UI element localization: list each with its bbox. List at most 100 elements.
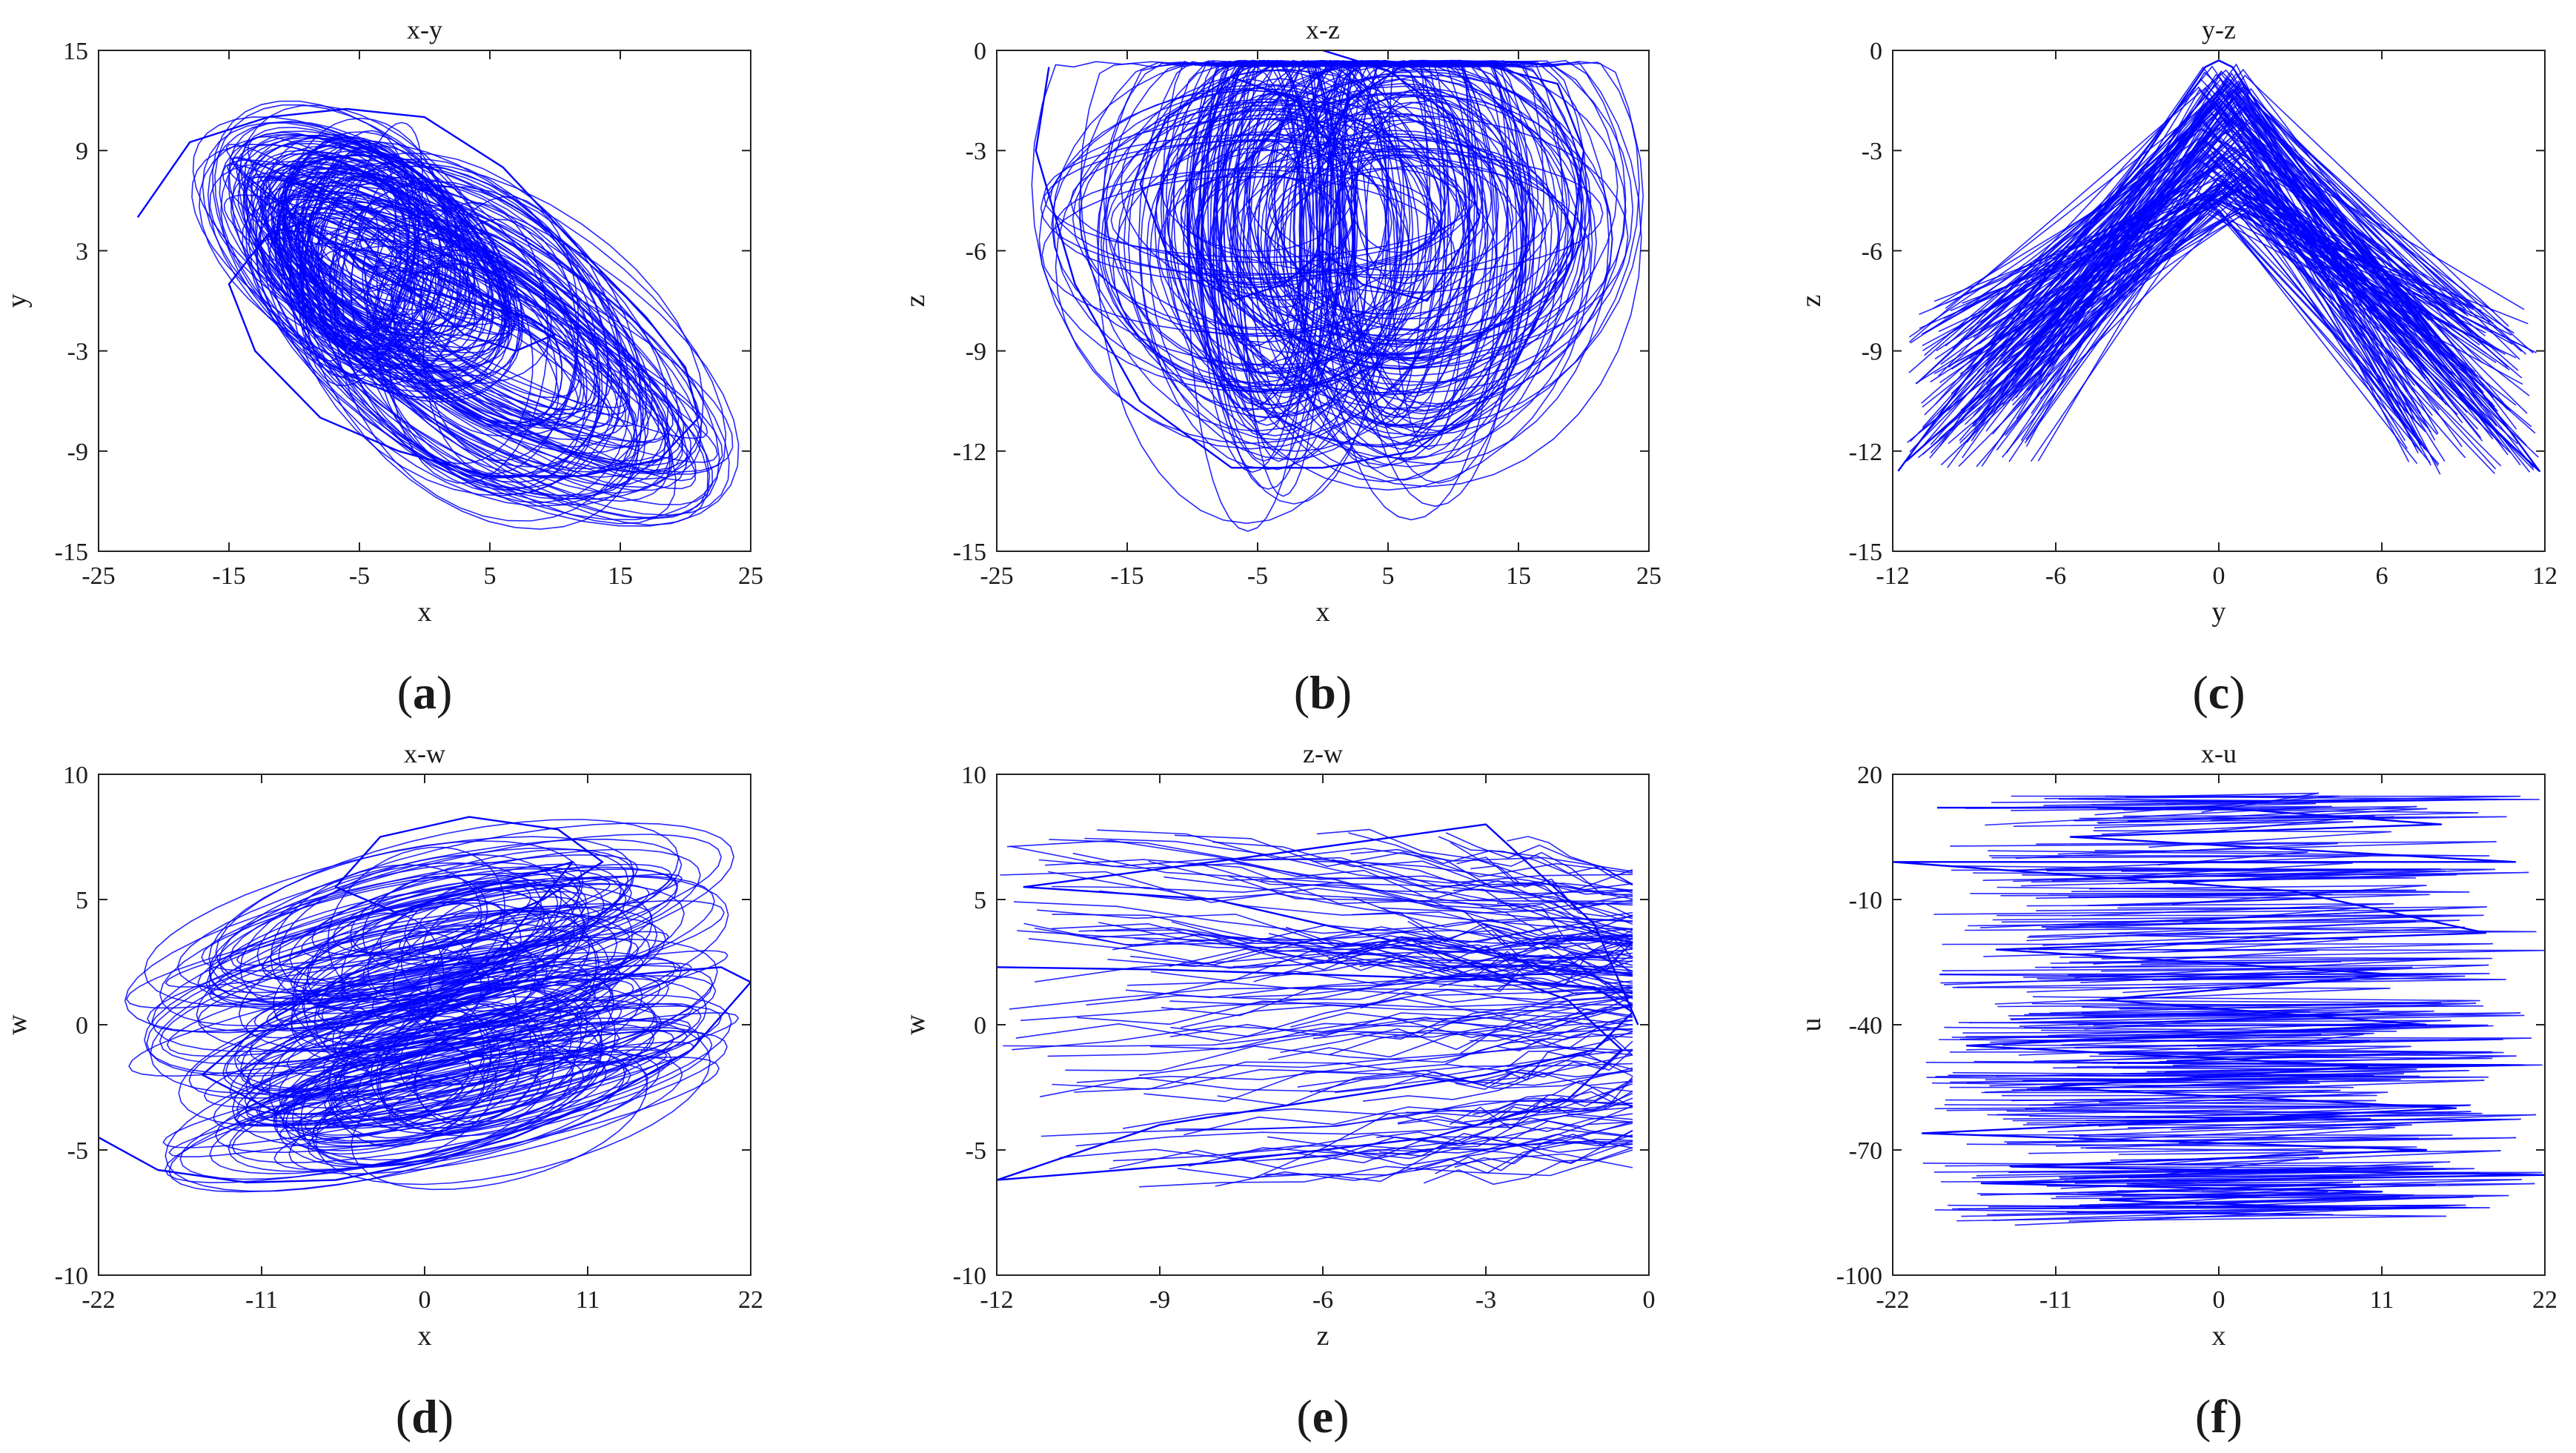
trajectory-texture-a bbox=[220, 134, 524, 400]
trajectory-texture-a bbox=[402, 259, 563, 425]
trajectory-texture-d bbox=[253, 944, 589, 1031]
trajectory-texture-e bbox=[1017, 930, 1633, 968]
panel-letter-d: (d) bbox=[396, 1390, 454, 1443]
trajectory-texture-f bbox=[1958, 1022, 2489, 1040]
trajectory-texture-c bbox=[1934, 175, 2495, 474]
panel-f: -22 -11 0 11 22 -100 -70 -40 -10 20 x-u x u (f) bbox=[1796, 739, 2557, 1443]
x-tick-label: 12 bbox=[2532, 562, 2557, 590]
trajectory-texture-e bbox=[1267, 1112, 1633, 1146]
trajectory-texture-d bbox=[302, 906, 658, 1035]
trajectory-texture-a bbox=[363, 284, 613, 429]
trajectory-texture-a bbox=[259, 154, 727, 521]
trajectory-texture-f bbox=[2068, 974, 2442, 981]
trajectory-texture-a bbox=[328, 239, 636, 473]
x-tick-label: -11 bbox=[2039, 1286, 2072, 1314]
y-axis-label-c: z bbox=[1796, 295, 1827, 307]
trajectory-texture-a bbox=[212, 100, 503, 398]
trajectory-texture-f bbox=[2125, 934, 2359, 953]
y-tick-label: -9 bbox=[966, 339, 986, 366]
panel-letter-value: b bbox=[1309, 666, 1336, 719]
trajectory-texture-f bbox=[2022, 1124, 2412, 1142]
trajectory-texture-c bbox=[1916, 80, 2441, 475]
panel-e: -12 -9 -6 -3 0 -10 -5 0 5 10 z-w z w (e) bbox=[900, 739, 1656, 1443]
y-tick-label: -10 bbox=[55, 1263, 88, 1290]
y-tick-label: -15 bbox=[1849, 539, 1882, 566]
x-axis-label-a: x bbox=[418, 596, 432, 628]
panel-d: -22 -11 0 11 22 -10 -5 0 5 10 x-w x w (d) bbox=[1, 739, 763, 1443]
trajectory-texture-a bbox=[390, 271, 560, 426]
trajectory-texture-d bbox=[323, 957, 683, 1056]
x-tick-label: -15 bbox=[212, 562, 245, 590]
trajectory-texture-b bbox=[1283, 59, 1487, 467]
trajectory-texture-d bbox=[208, 840, 584, 1000]
trajectory-texture-c bbox=[1996, 71, 2466, 409]
trajectory-texture-d bbox=[279, 994, 732, 1142]
trajectory-texture-f bbox=[2077, 798, 2316, 809]
trajectory-texture-d bbox=[288, 1054, 683, 1175]
trajectory-texture-d bbox=[428, 913, 591, 1012]
trajectory-texture-e bbox=[1037, 909, 1633, 965]
trajectory-texture-e bbox=[1097, 829, 1633, 872]
trajectory-texture-e bbox=[1464, 929, 1633, 985]
panel-b: -25 -15 -5 5 15 25-15-12-9-6-30x-zxz(b) bbox=[900, 15, 1662, 719]
x-tick-label: -9 bbox=[1149, 1286, 1170, 1314]
trajectory-texture-e bbox=[1170, 998, 1633, 1037]
trajectory-texture-b bbox=[1242, 95, 1613, 384]
trajectory-texture-c bbox=[1948, 193, 2497, 445]
panel-c: -12 -6 0 6 12-15-12-9-6-30y-zyz(c) bbox=[1796, 15, 2557, 719]
trajectory-texture-f bbox=[2074, 1181, 2354, 1195]
x-tick-label: 0 bbox=[419, 1286, 431, 1314]
x-tick-label: 15 bbox=[1506, 562, 1531, 590]
trajectory-texture-d bbox=[312, 1046, 672, 1143]
y-tick-label: -3 bbox=[1862, 138, 1882, 165]
trajectory-texture-c bbox=[2039, 207, 2415, 433]
panel-letter-f: (f) bbox=[2195, 1390, 2243, 1443]
trajectory-texture-f bbox=[2041, 1029, 2374, 1046]
trajectory-texture-f bbox=[2093, 830, 2392, 848]
x-tick-label: -12 bbox=[980, 1286, 1013, 1314]
panel-letter-e: (e) bbox=[1296, 1390, 1349, 1443]
trajectory-texture-e bbox=[1127, 945, 1633, 986]
x-tick-label: 11 bbox=[2370, 1286, 2394, 1314]
trajectory-texture-e bbox=[1188, 1137, 1633, 1167]
axes-box-b bbox=[996, 50, 1650, 552]
series-line-a bbox=[136, 107, 700, 477]
trajectory-texture-a bbox=[271, 167, 711, 526]
trajectory-texture-b bbox=[1172, 107, 1359, 281]
trajectory-texture-f bbox=[1988, 850, 2490, 857]
trajectory-texture-d bbox=[256, 847, 629, 987]
trajectory-texture-a bbox=[282, 161, 704, 500]
trajectory-texture-e bbox=[1297, 1069, 1633, 1088]
trajectory-texture-e bbox=[1143, 1063, 1633, 1103]
trajectory-texture-e bbox=[1077, 989, 1633, 1025]
x-tick-label: 11 bbox=[576, 1286, 600, 1314]
x-tick-label: -6 bbox=[1312, 1286, 1333, 1314]
trajectory-texture-a bbox=[317, 227, 612, 416]
trajectory-texture-d bbox=[339, 955, 677, 1050]
y-tick-label: -3 bbox=[67, 339, 88, 366]
trajectory-texture-e bbox=[1455, 1040, 1633, 1091]
x-tick-label: 15 bbox=[608, 562, 633, 590]
trajectory-texture-b bbox=[1334, 102, 1489, 365]
trajectory-texture-f bbox=[2058, 798, 2377, 805]
trajectory-texture-b bbox=[1055, 90, 1447, 445]
trajectory-texture-f bbox=[2085, 1147, 2323, 1166]
trajectory-texture-c bbox=[2008, 119, 2422, 462]
series-line-c bbox=[1897, 59, 2540, 472]
trajectory-texture-b bbox=[1266, 147, 1575, 341]
trajectory-texture-a bbox=[242, 199, 708, 519]
trajectory-texture-e bbox=[1492, 1049, 1633, 1088]
trajectory-texture-e bbox=[1312, 1005, 1633, 1040]
trajectory-texture-d bbox=[258, 1005, 722, 1125]
y-tick-label: 10 bbox=[63, 762, 88, 789]
trajectory-texture-b bbox=[1267, 139, 1555, 273]
y-tick-label: -9 bbox=[1862, 339, 1882, 366]
trajectory-texture-f bbox=[2122, 815, 2376, 832]
trajectory-texture-f bbox=[2041, 926, 2537, 935]
trajectory-texture-e bbox=[1048, 871, 1633, 930]
trajectory-texture-f bbox=[1935, 1073, 2404, 1083]
y-axis-label-f: u bbox=[1796, 1018, 1827, 1032]
trajectory-texture-e bbox=[1450, 842, 1633, 896]
trajectory-texture-c bbox=[1908, 100, 2505, 448]
trajectory-texture-c bbox=[1924, 117, 2527, 447]
